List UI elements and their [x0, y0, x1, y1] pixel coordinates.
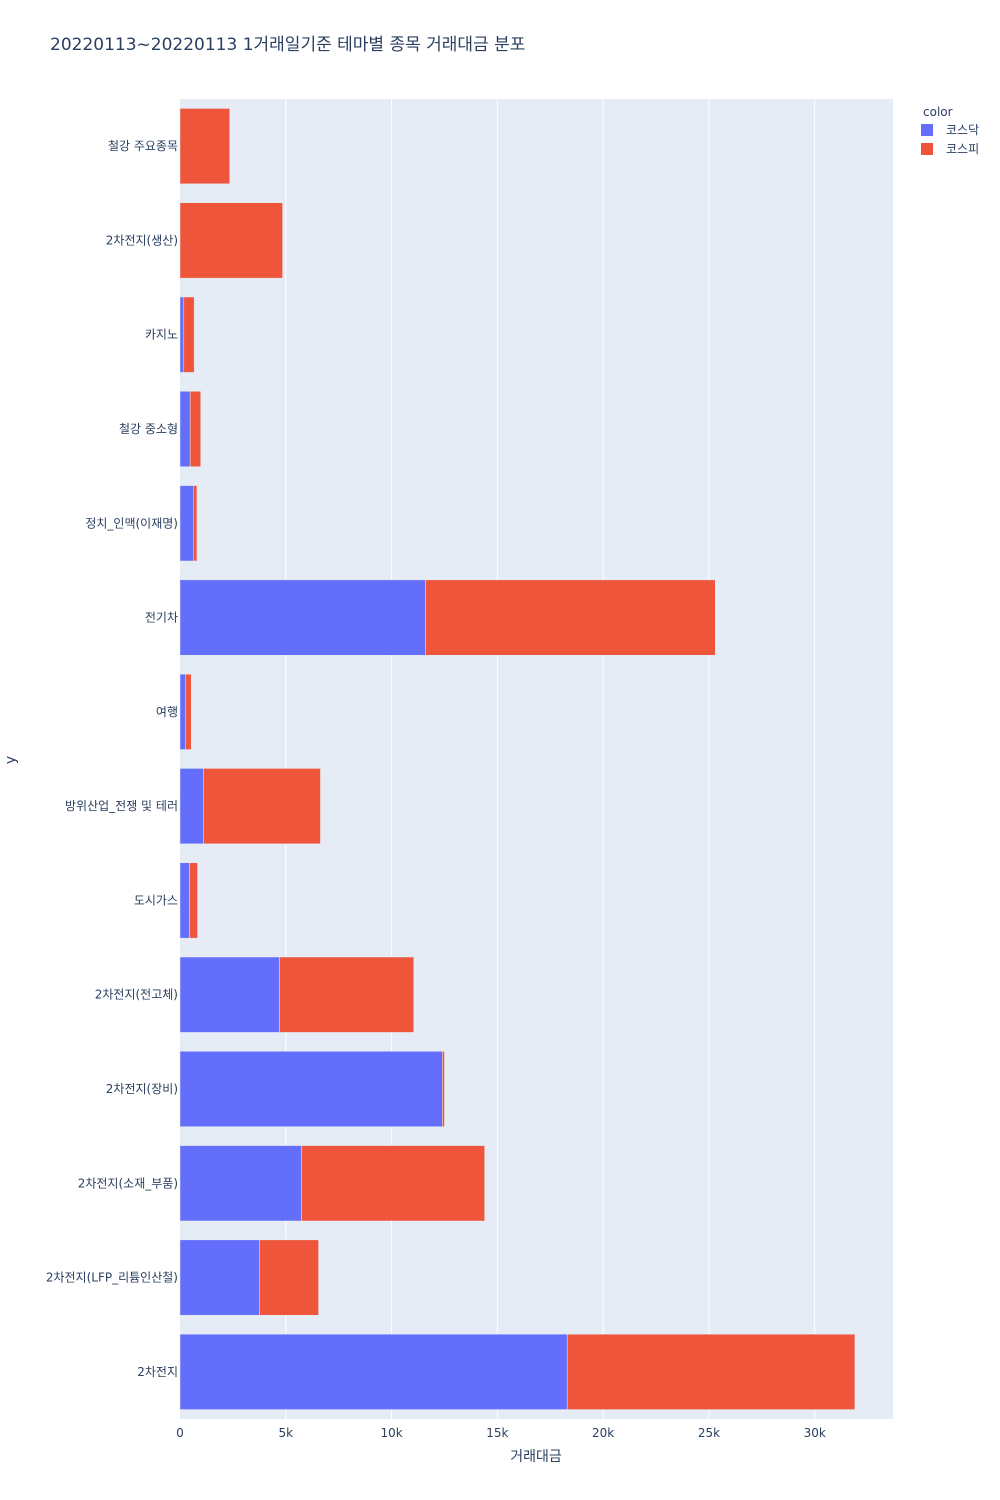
bar-segment[interactable] [259, 1239, 319, 1316]
x-tick-label: 20k [592, 1426, 614, 1440]
x-tick-labels: 0 5k 10k 15k 20k 25k 30k [176, 1426, 826, 1440]
bar-segment[interactable] [301, 1145, 485, 1222]
y-tick-label: 2차전지(생산) [106, 233, 178, 247]
y-tick-label: 2차전지 [137, 1365, 178, 1379]
y-tick-label: 2차전지(소재_부품) [78, 1176, 178, 1190]
chart-title: 20220113~20220113 1거래일기준 테마별 종목 거래대금 분포 [50, 35, 525, 55]
bar-segment[interactable] [189, 391, 201, 467]
legend-swatch[interactable] [921, 143, 933, 155]
x-tick-label: 25k [698, 1426, 720, 1440]
bar-segment[interactable] [179, 1239, 260, 1316]
bar-segment[interactable] [183, 296, 195, 373]
gridlines [285, 99, 816, 1419]
y-axis-title: y [3, 756, 19, 764]
y-tick-label: 2차전지(전고체) [95, 988, 178, 1002]
legend-label[interactable]: 코스피 [946, 142, 979, 156]
bar-segment[interactable] [179, 202, 283, 279]
legend-title: color [923, 105, 953, 119]
bar-segment[interactable] [179, 956, 280, 1033]
bar-segment[interactable] [179, 485, 195, 562]
x-tick-label: 5k [278, 1426, 293, 1440]
bar-segment[interactable] [179, 391, 191, 467]
bar-segment[interactable] [179, 1051, 443, 1127]
x-tick-label: 30k [804, 1426, 826, 1440]
bar-segment[interactable] [189, 862, 198, 939]
legend-swatch[interactable] [921, 124, 933, 136]
y-tick-label: 2차전지(LFP_리튬인산철) [46, 1271, 178, 1285]
y-tick-label: 전기차 [145, 611, 178, 625]
bar-segment[interactable] [279, 956, 415, 1033]
bar-segment[interactable] [179, 768, 204, 845]
bar-segment[interactable] [179, 673, 186, 750]
y-tick-label: 카지노 [145, 328, 178, 342]
bar-segment[interactable] [193, 485, 198, 562]
y-tick-label: 도시가스 [134, 893, 178, 907]
bar-segment[interactable] [179, 579, 426, 656]
bars [179, 108, 856, 1410]
bar-segment[interactable] [179, 108, 230, 185]
x-tick-label: 10k [380, 1426, 402, 1440]
x-tick-label: 15k [486, 1426, 508, 1440]
bar-segment[interactable] [203, 768, 321, 845]
bar-segment[interactable] [425, 579, 716, 656]
y-tick-label: 철강 주요종목 [108, 139, 178, 153]
bar-segment[interactable] [566, 1333, 856, 1410]
legend-label[interactable]: 코스닥 [946, 123, 979, 137]
y-tick-label: 여행 [156, 704, 178, 719]
bar-segment[interactable] [185, 673, 192, 750]
y-tick-label: 방위산업_전쟁 및 테러 [65, 799, 178, 813]
x-tick-label: 0 [176, 1426, 184, 1440]
bar-segment[interactable] [179, 862, 190, 939]
y-tick-label: 2차전지(장비) [106, 1082, 178, 1096]
bar-segment[interactable] [179, 296, 185, 373]
bar-segment[interactable] [442, 1051, 445, 1127]
bar-segment[interactable] [179, 1333, 568, 1410]
x-axis-title: 거래대금 [510, 1449, 562, 1465]
y-tick-label: 철강 중소형 [119, 422, 178, 436]
y-tick-label: 정치_인맥(이재명) [85, 516, 178, 530]
bar-segment[interactable] [179, 1145, 302, 1222]
